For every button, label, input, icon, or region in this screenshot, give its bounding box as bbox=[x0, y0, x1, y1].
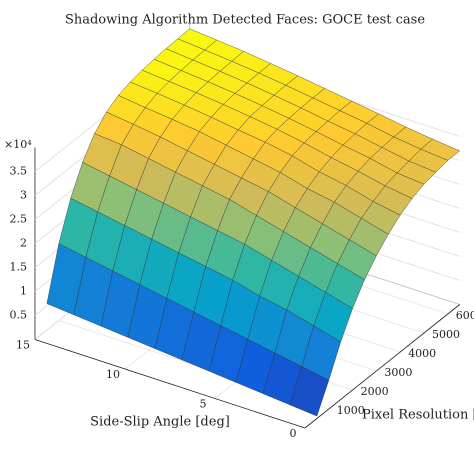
x-tick-label: 15 bbox=[16, 339, 30, 352]
z-exponent: ×10⁴ bbox=[4, 138, 32, 151]
y-tick-label: 2000 bbox=[361, 385, 389, 398]
axis-line bbox=[34, 339, 306, 429]
z-tick-label: 2.5 bbox=[10, 213, 28, 226]
z-tick-label: 3.5 bbox=[10, 165, 28, 178]
x-tick-label: 0 bbox=[290, 427, 297, 440]
y-tick-label: 6000 bbox=[456, 309, 474, 322]
z-tick-label: 2 bbox=[20, 237, 27, 250]
y-axis-label: Pixel Resolution [N bbox=[362, 408, 474, 423]
x-tick-label: 10 bbox=[106, 368, 120, 381]
x-tick-label: 5 bbox=[200, 398, 207, 411]
z-tick-label: 3 bbox=[20, 189, 27, 202]
y-tick-label: 1000 bbox=[337, 404, 365, 417]
surface-patch bbox=[289, 366, 330, 417]
x-axis-label: Side-Slip Angle [deg] bbox=[90, 415, 230, 430]
axis-line bbox=[304, 304, 460, 429]
chart-title: Shadowing Algorithm Detected Faces: GOCE… bbox=[65, 13, 425, 28]
z-tick-label: 0.5 bbox=[10, 309, 28, 322]
y-tick-label: 4000 bbox=[408, 347, 436, 360]
y-tick-label: 5000 bbox=[432, 328, 460, 341]
z-tick-label: 1 bbox=[20, 285, 27, 298]
z-tick-label: 1.5 bbox=[10, 261, 28, 274]
y-tick-label: 3000 bbox=[384, 366, 412, 379]
